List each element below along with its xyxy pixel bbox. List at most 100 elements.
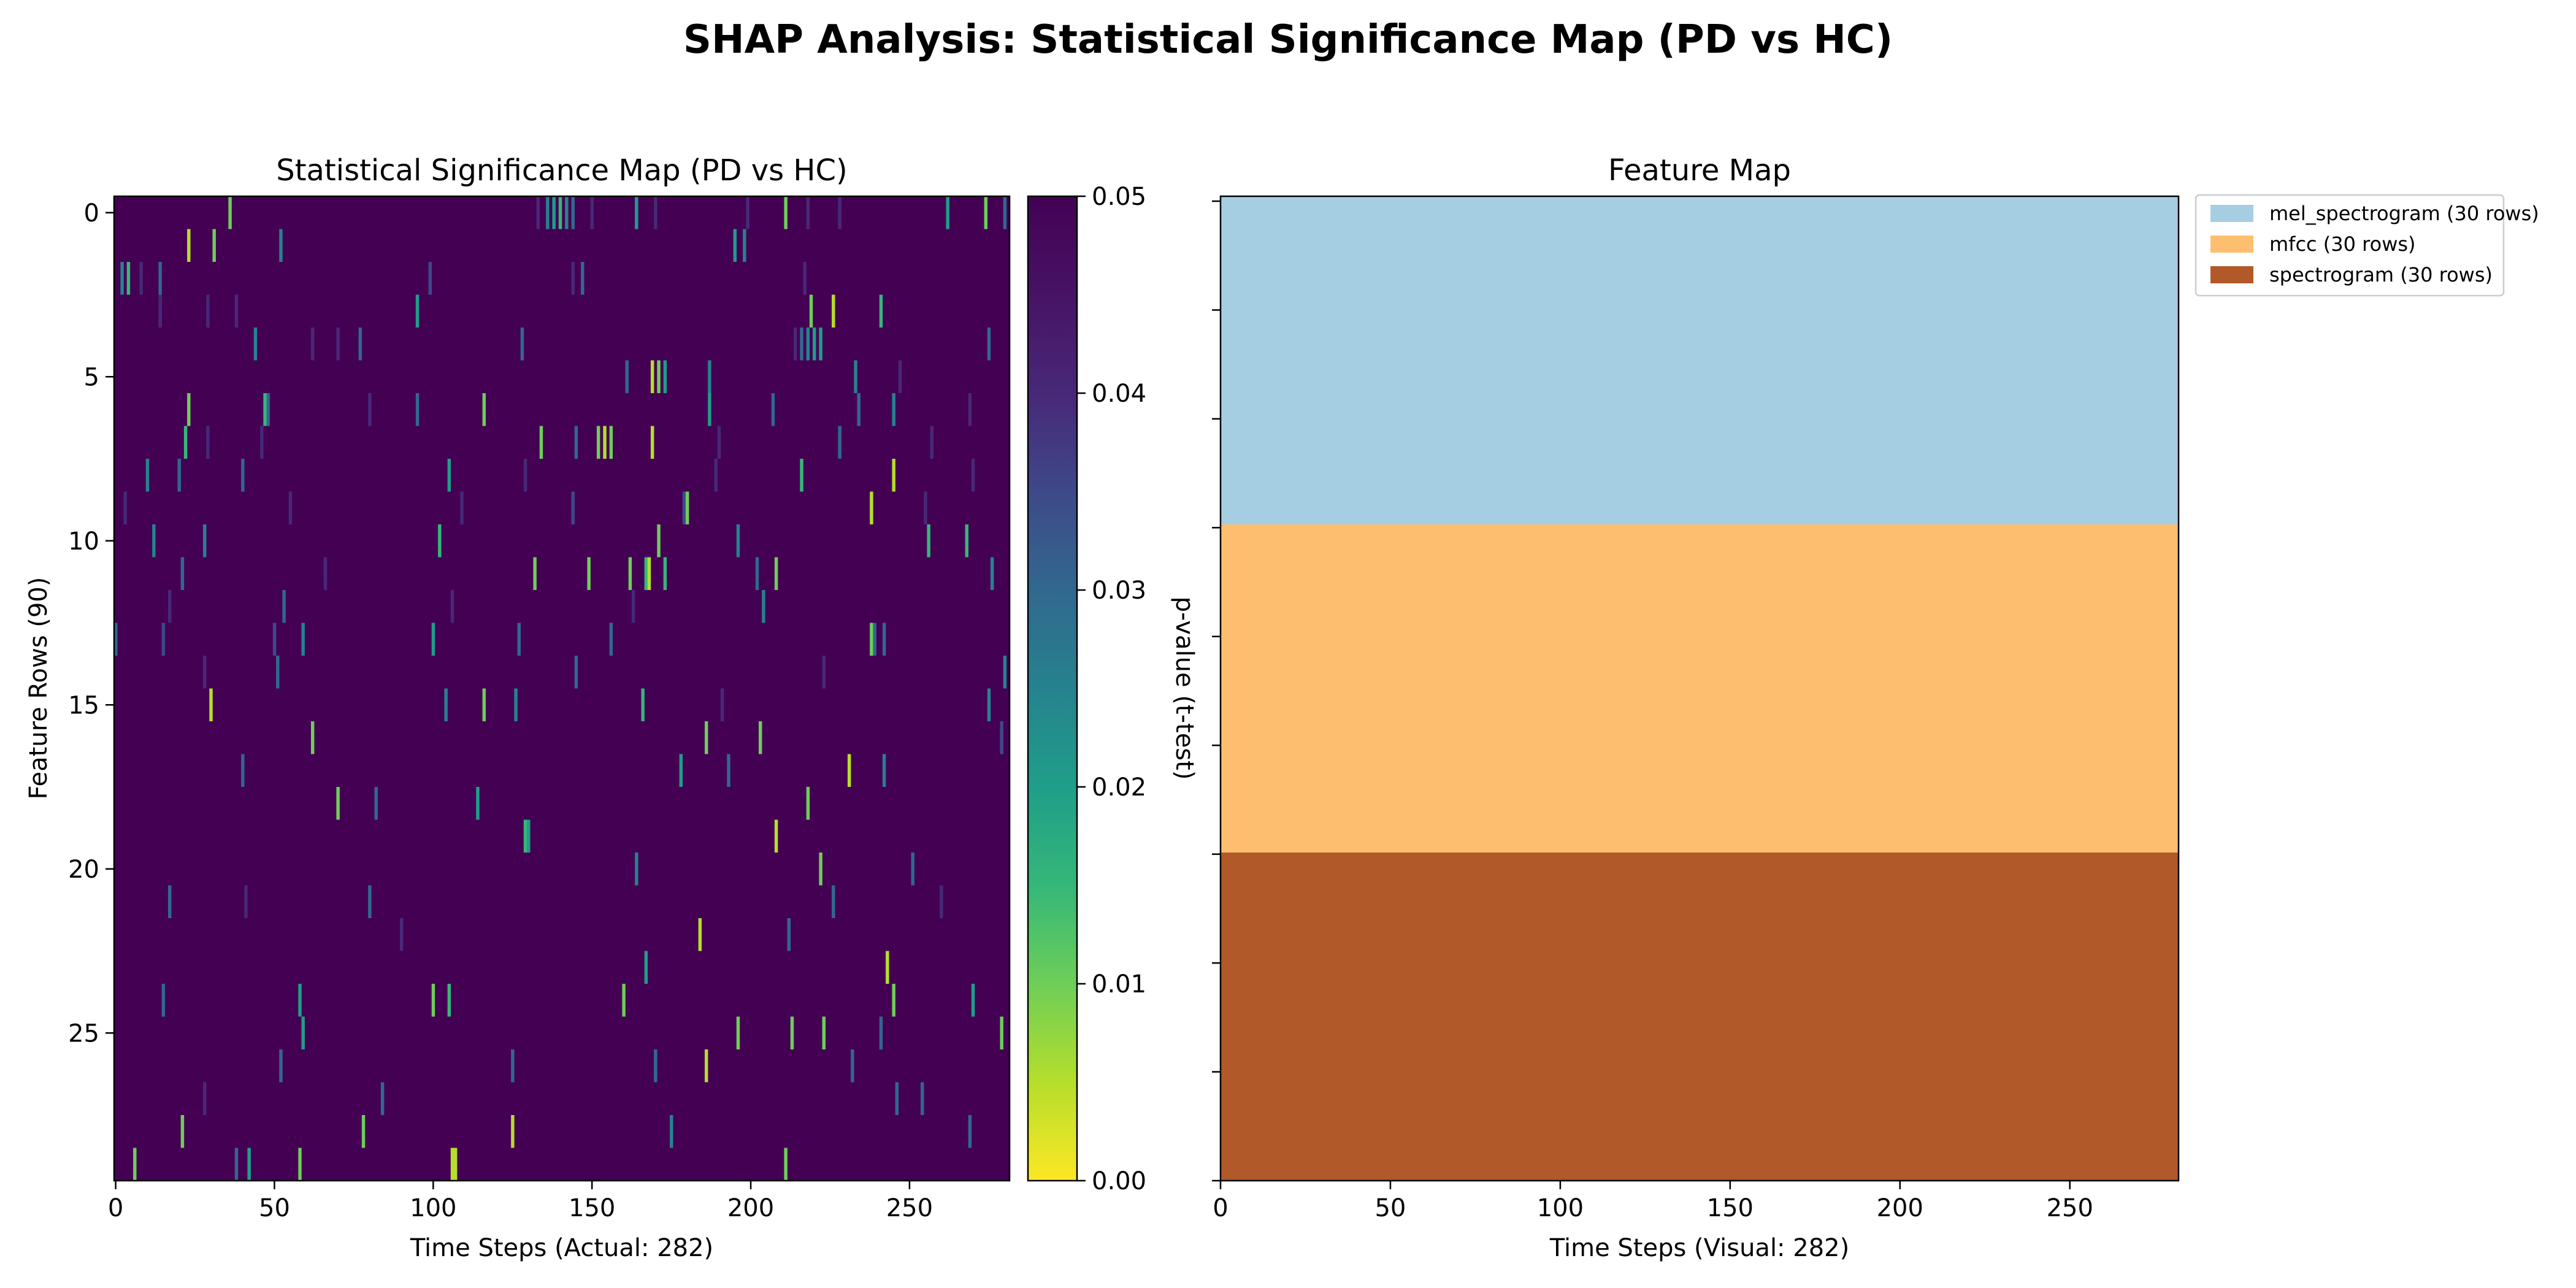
heatmap-panel: Statistical Significance Map (PD vs HC) … [25,153,1011,1262]
heatmap-cell [310,721,315,754]
heatmap-cell [708,393,711,426]
heatmap-cell [631,590,635,623]
heatmap-cell [361,1115,366,1148]
heatmap-cell [187,393,191,426]
heatmap-cell [517,623,521,656]
heatmap-cell [241,754,245,787]
heatmap-cell [431,623,435,656]
heatmap-cell [282,590,286,623]
heatmap-cell [647,557,651,590]
heatmap-cell [253,328,258,361]
feature-map-title: Feature Map [1608,153,1791,188]
heatmap-cell [736,524,740,558]
heatmap-cell [879,1016,883,1049]
heatmap-cell [784,196,788,229]
heatmap-cell [704,721,708,754]
x-tick-label: 50 [1374,1194,1406,1222]
heatmap-cell [971,984,975,1017]
y-tick-label: 10 [68,527,99,556]
heatmap-cell [523,459,527,492]
heatmap-cell [644,951,648,984]
colorbar: 0.00 0.01 0.02 0.03 0.04 0.05 p-value (t-test… [1027,183,1198,1195]
heatmap-cell [177,459,181,492]
x-tick-label: 0 [108,1194,123,1222]
heatmap-cell [758,721,762,754]
y-tick-label: 25 [68,1019,99,1048]
heatmap-cell [793,328,797,361]
legend-swatch [2210,266,2253,283]
heatmap-cell [380,1082,385,1115]
heatmap-cell [743,229,746,262]
heatmap-cell [654,196,657,229]
heatmap-cell [762,590,765,623]
heatmap-cell [787,918,791,951]
y-tick-label: 5 [84,363,99,391]
heatmap-cell [774,557,778,590]
heatmap-cell [927,524,930,558]
heatmap-cell [708,360,711,393]
heatmap-cell [145,459,150,492]
colorbar-tick-label: 0.04 [1092,380,1146,408]
heatmap-cell [450,590,454,623]
heatmap-cell [704,1049,708,1083]
heatmap-cell [152,524,156,558]
heatmap-cell [180,557,185,590]
heatmap-cell [755,557,759,590]
x-tick-label: 250 [2047,1194,2093,1222]
colorbar-tick-label: 0.01 [1092,970,1146,999]
heatmap-cell [161,984,166,1017]
legend-swatch [2210,236,2253,253]
x-tick-label: 100 [1537,1194,1584,1222]
heatmap-cell [851,1049,854,1083]
y-tick-label: 20 [68,856,99,884]
heatmap-cell [714,459,718,492]
heatmap-cell [482,688,486,721]
heatmap-cell [641,688,645,721]
heatmap-cell [727,754,730,787]
heatmap-cell [279,229,283,262]
heatmap-cell [657,524,661,558]
heatmap-cell [539,426,543,459]
heatmap-cell [628,557,632,590]
heatmap-cell [819,328,822,361]
x-tick-label: 100 [410,1194,456,1222]
heatmap-background [114,196,1010,1181]
heatmap-cell [310,328,315,361]
colorbar-label: p-value (t-test) [1170,597,1198,780]
heatmap-cell [263,393,267,426]
heatmap-cell [625,360,629,393]
x-tick-label: 250 [886,1194,933,1222]
heatmap-cell [476,787,480,820]
heatmap-y-label: Feature Rows (90) [25,577,53,800]
heatmap-cell [1000,1016,1003,1049]
heatmap-cell [301,1016,305,1049]
colorbar-gradient [1027,195,1078,1182]
colorbar-tick-label: 0.03 [1092,577,1146,605]
heatmap-cell [682,491,686,524]
heatmap-cell [822,656,826,689]
heatmap-y-ticks: 0 5 10 15 20 25 [68,199,114,1048]
heatmap-cell [444,688,448,721]
heatmap-cell [358,328,362,361]
heatmap-cell [886,951,889,984]
heatmap-cell [806,328,810,361]
heatmap-cell [685,491,689,524]
heatmap-cell [657,360,661,393]
heatmap-cell [806,196,810,229]
heatmap-cell [924,491,927,524]
legend-label: mel_spectrogram (30 rows) [2269,202,2539,225]
heatmap-cell [114,623,118,656]
legend: mel_spectrogram (30 rows) mfcc (30 rows) s… [2195,194,2539,297]
heatmap-cell [882,754,886,787]
heatmap-cell [565,196,569,229]
heatmap-cell [698,918,702,951]
heatmap-cell [447,984,451,1017]
heatmap-cell [984,196,988,229]
heatmap-cell [809,294,813,328]
heatmap-frame [113,195,1011,1182]
heatmap-cell [832,885,835,918]
heatmap-cell [180,1115,185,1148]
heatmap-cell [940,885,943,918]
heatmap-cell [520,328,524,361]
x-tick-label: 200 [1877,1194,1923,1222]
